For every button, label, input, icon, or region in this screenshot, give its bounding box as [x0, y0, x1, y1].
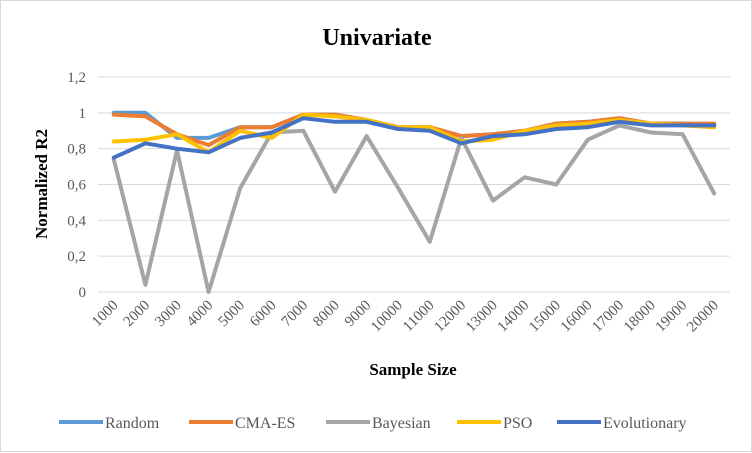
x-tick-label: 10000 — [368, 298, 406, 336]
y-axis-title: Normalized R2 — [32, 129, 51, 239]
x-tick-label: 16000 — [558, 298, 596, 336]
legend-label-random: Random — [105, 415, 160, 432]
y-tick-label: 1,2 — [67, 70, 86, 86]
x-tick-label: 2000 — [121, 298, 154, 331]
x-tick-label: 1000 — [89, 298, 122, 331]
gridlines — [98, 76, 730, 293]
x-tick-label: 15000 — [526, 298, 564, 336]
x-tick-label: 13000 — [463, 298, 501, 336]
legend-label-cma-es: CMA-ES — [235, 415, 295, 432]
y-tick-label: 0,4 — [67, 213, 86, 229]
series-line-pso — [111, 112, 717, 155]
y-tick-label: 0,6 — [67, 178, 86, 194]
x-tick-label: 11000 — [400, 298, 437, 335]
y-tick-label: 0,8 — [67, 142, 86, 158]
x-tick-label: 6000 — [247, 298, 280, 331]
legend-label-bayesian: Bayesian — [372, 415, 431, 432]
x-tick-label: 4000 — [184, 298, 217, 331]
x-tick-label: 20000 — [684, 298, 722, 336]
x-tick-label: 5000 — [216, 298, 249, 331]
legend-label-pso: PSO — [503, 415, 532, 432]
y-tick-label: 0 — [79, 285, 87, 301]
y-tick-label: 1 — [79, 106, 87, 122]
y-axis-ticks: 0 0,2 0,4 0,6 0,8 1 1,2 — [67, 70, 86, 301]
x-tick-label: 18000 — [621, 298, 659, 336]
x-tick-label: 17000 — [589, 298, 627, 336]
x-tick-label: 3000 — [152, 298, 185, 331]
x-tick-label: 7000 — [279, 298, 312, 331]
chart-title: Univariate — [322, 25, 432, 51]
legend: Random CMA-ES Bayesian PSO Evolutionary — [59, 415, 687, 432]
series-line-evolutionary — [111, 116, 717, 160]
x-tick-label: 19000 — [653, 298, 691, 336]
x-tick-label: 8000 — [310, 298, 343, 331]
legend-label-evolutionary: Evolutionary — [603, 415, 687, 432]
x-tick-label: 14000 — [495, 298, 533, 336]
x-axis-ticks: 1000 2000 3000 4000 5000 6000 7000 8000 90001000… — [89, 298, 722, 336]
series-line-bayesian — [111, 123, 717, 294]
x-axis-title: Sample Size — [369, 360, 457, 379]
y-tick-label: 0,2 — [67, 249, 86, 265]
series-lines — [111, 110, 717, 294]
x-tick-label: 12000 — [431, 298, 469, 336]
